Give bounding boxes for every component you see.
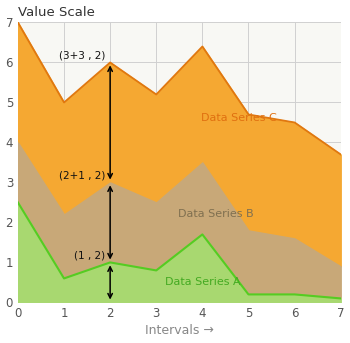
Text: (3+3 , 2): (3+3 , 2) xyxy=(59,50,106,60)
Text: Data Series B: Data Series B xyxy=(178,210,254,220)
Text: (1 , 2): (1 , 2) xyxy=(75,250,106,260)
Text: Value Scale: Value Scale xyxy=(18,5,95,19)
Text: (2+1 , 2): (2+1 , 2) xyxy=(59,170,106,180)
Text: Data Series A: Data Series A xyxy=(164,277,240,287)
X-axis label: Intervals →: Intervals → xyxy=(145,324,214,338)
Text: Data Series C: Data Series C xyxy=(201,114,277,123)
